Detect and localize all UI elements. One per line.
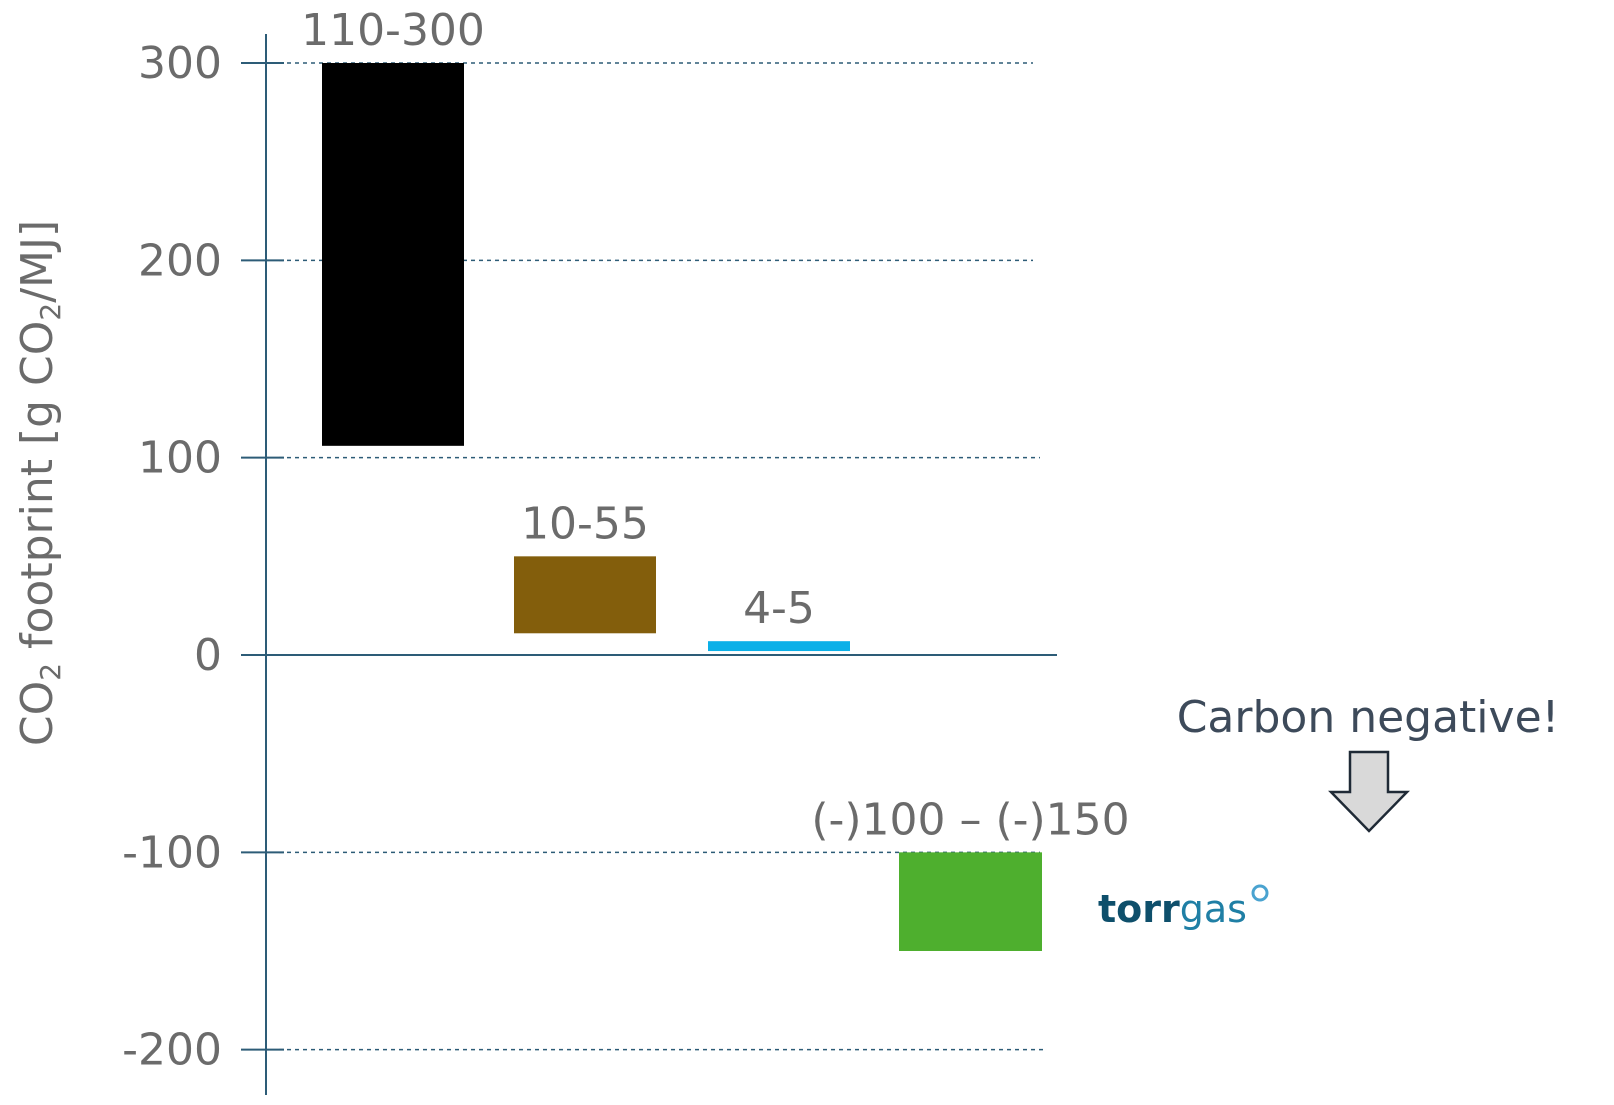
y-tick-label: 100	[138, 433, 222, 484]
logo-circle-icon	[1251, 884, 1269, 902]
range-bar	[514, 556, 656, 634]
range-bar	[322, 63, 464, 446]
y-ticks: 300 200 100 0 -100 -200	[122, 38, 284, 1076]
range-bar	[899, 852, 1042, 951]
y-tick-label: -200	[122, 1025, 222, 1076]
down-arrow-icon	[1328, 750, 1410, 833]
y-axis-title: CO2 footprint [g CO2/MJ]	[12, 220, 67, 746]
bar-value-label: (-)100 – (-)150	[811, 794, 1129, 845]
svg-text:torrgas: torrgas	[1098, 887, 1247, 931]
bar-value-label: 110-300	[301, 5, 485, 56]
y-tick-label: -100	[122, 827, 222, 878]
bar-value-label: 4-5	[743, 583, 815, 634]
carbon-negative-callout: Carbon negative!	[1177, 692, 1560, 743]
y-tick-label: 0	[194, 630, 222, 681]
torrgas-logo: torrgas	[1098, 884, 1269, 931]
logo-gas: gas	[1180, 887, 1247, 931]
range-bar	[708, 641, 850, 652]
y-tick-label: 300	[138, 38, 222, 89]
y-tick-label: 200	[138, 235, 222, 286]
bar-value-label: 10-55	[521, 498, 649, 549]
bars	[322, 63, 1042, 951]
logo-torr: torr	[1098, 887, 1180, 931]
data-labels: 110-300 10-55 4-5 (-)100 – (-)150	[301, 5, 1130, 845]
